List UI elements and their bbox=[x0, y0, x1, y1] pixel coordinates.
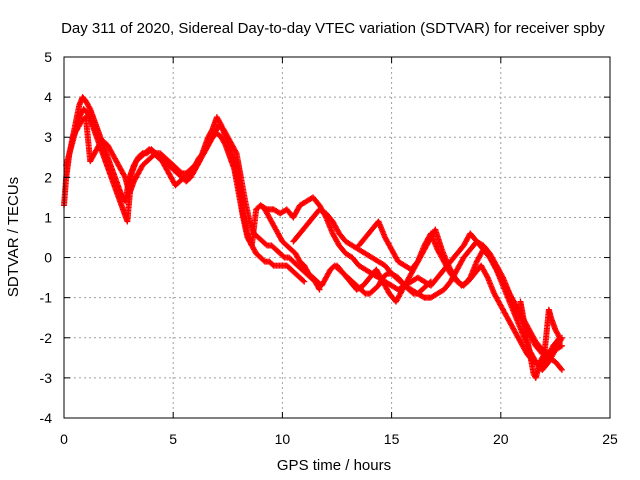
x-tick-label: 5 bbox=[169, 431, 177, 447]
data-point bbox=[492, 265, 499, 272]
y-tick-label: 0 bbox=[44, 250, 52, 266]
tick-labels: 0 5 10 15 20 25 -4 -3 -2 -1 0 1 2 3 4 5 bbox=[40, 49, 618, 447]
data-point bbox=[301, 278, 308, 285]
x-tick-label: 15 bbox=[384, 431, 400, 447]
y-tick-label: -4 bbox=[40, 410, 53, 426]
data-point bbox=[558, 365, 565, 372]
data-point bbox=[86, 104, 93, 111]
data-series bbox=[61, 94, 565, 381]
data-point bbox=[232, 148, 239, 155]
ticks bbox=[63, 56, 611, 419]
data-point bbox=[483, 273, 490, 280]
x-tick-label: 25 bbox=[602, 431, 618, 447]
x-tick-label: 10 bbox=[275, 431, 291, 447]
x-axis-label: GPS time / hours bbox=[277, 457, 391, 474]
y-tick-label: 2 bbox=[44, 169, 52, 185]
data-point bbox=[540, 352, 547, 359]
y-tick-label: -2 bbox=[40, 330, 53, 346]
y-tick-label: 3 bbox=[44, 129, 52, 145]
data-point bbox=[315, 285, 322, 292]
x-tick-label: 20 bbox=[493, 431, 509, 447]
y-axis-label: SDTVAR / TECUs bbox=[5, 177, 22, 297]
data-point bbox=[121, 172, 128, 179]
data-point bbox=[316, 286, 323, 293]
series-track-8 bbox=[517, 298, 563, 381]
y-tick-label: -3 bbox=[40, 370, 53, 386]
y-tick-label: 1 bbox=[44, 209, 52, 225]
y-tick-label: 4 bbox=[44, 89, 52, 105]
data-point bbox=[300, 277, 307, 284]
data-point bbox=[556, 334, 563, 341]
plot-frame bbox=[63, 56, 611, 419]
chart-title: Day 311 of 2020, Sidereal Day-to-day VTE… bbox=[61, 20, 605, 37]
series-track-7 bbox=[355, 218, 565, 373]
y-tick-label: -1 bbox=[40, 290, 53, 306]
y-tick-label: 5 bbox=[44, 49, 52, 65]
x-tick-label: 0 bbox=[60, 431, 68, 447]
data-point bbox=[558, 366, 565, 373]
data-point bbox=[556, 333, 563, 340]
data-point bbox=[221, 140, 228, 147]
